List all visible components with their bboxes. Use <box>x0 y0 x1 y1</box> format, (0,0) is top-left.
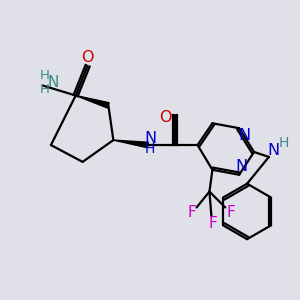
Text: F: F <box>227 205 236 220</box>
Text: F: F <box>208 216 217 231</box>
Text: N: N <box>268 142 280 158</box>
Polygon shape <box>113 140 148 148</box>
Polygon shape <box>76 95 109 108</box>
Text: O: O <box>81 50 94 65</box>
Text: N: N <box>235 159 247 174</box>
Text: O: O <box>160 110 172 125</box>
Text: N: N <box>238 128 250 142</box>
Text: H: H <box>279 136 289 150</box>
Text: H: H <box>40 69 50 82</box>
Text: F: F <box>187 205 196 220</box>
Text: H: H <box>145 142 155 156</box>
Text: N: N <box>144 130 156 146</box>
Text: N: N <box>47 75 58 90</box>
Text: H: H <box>40 83 50 96</box>
